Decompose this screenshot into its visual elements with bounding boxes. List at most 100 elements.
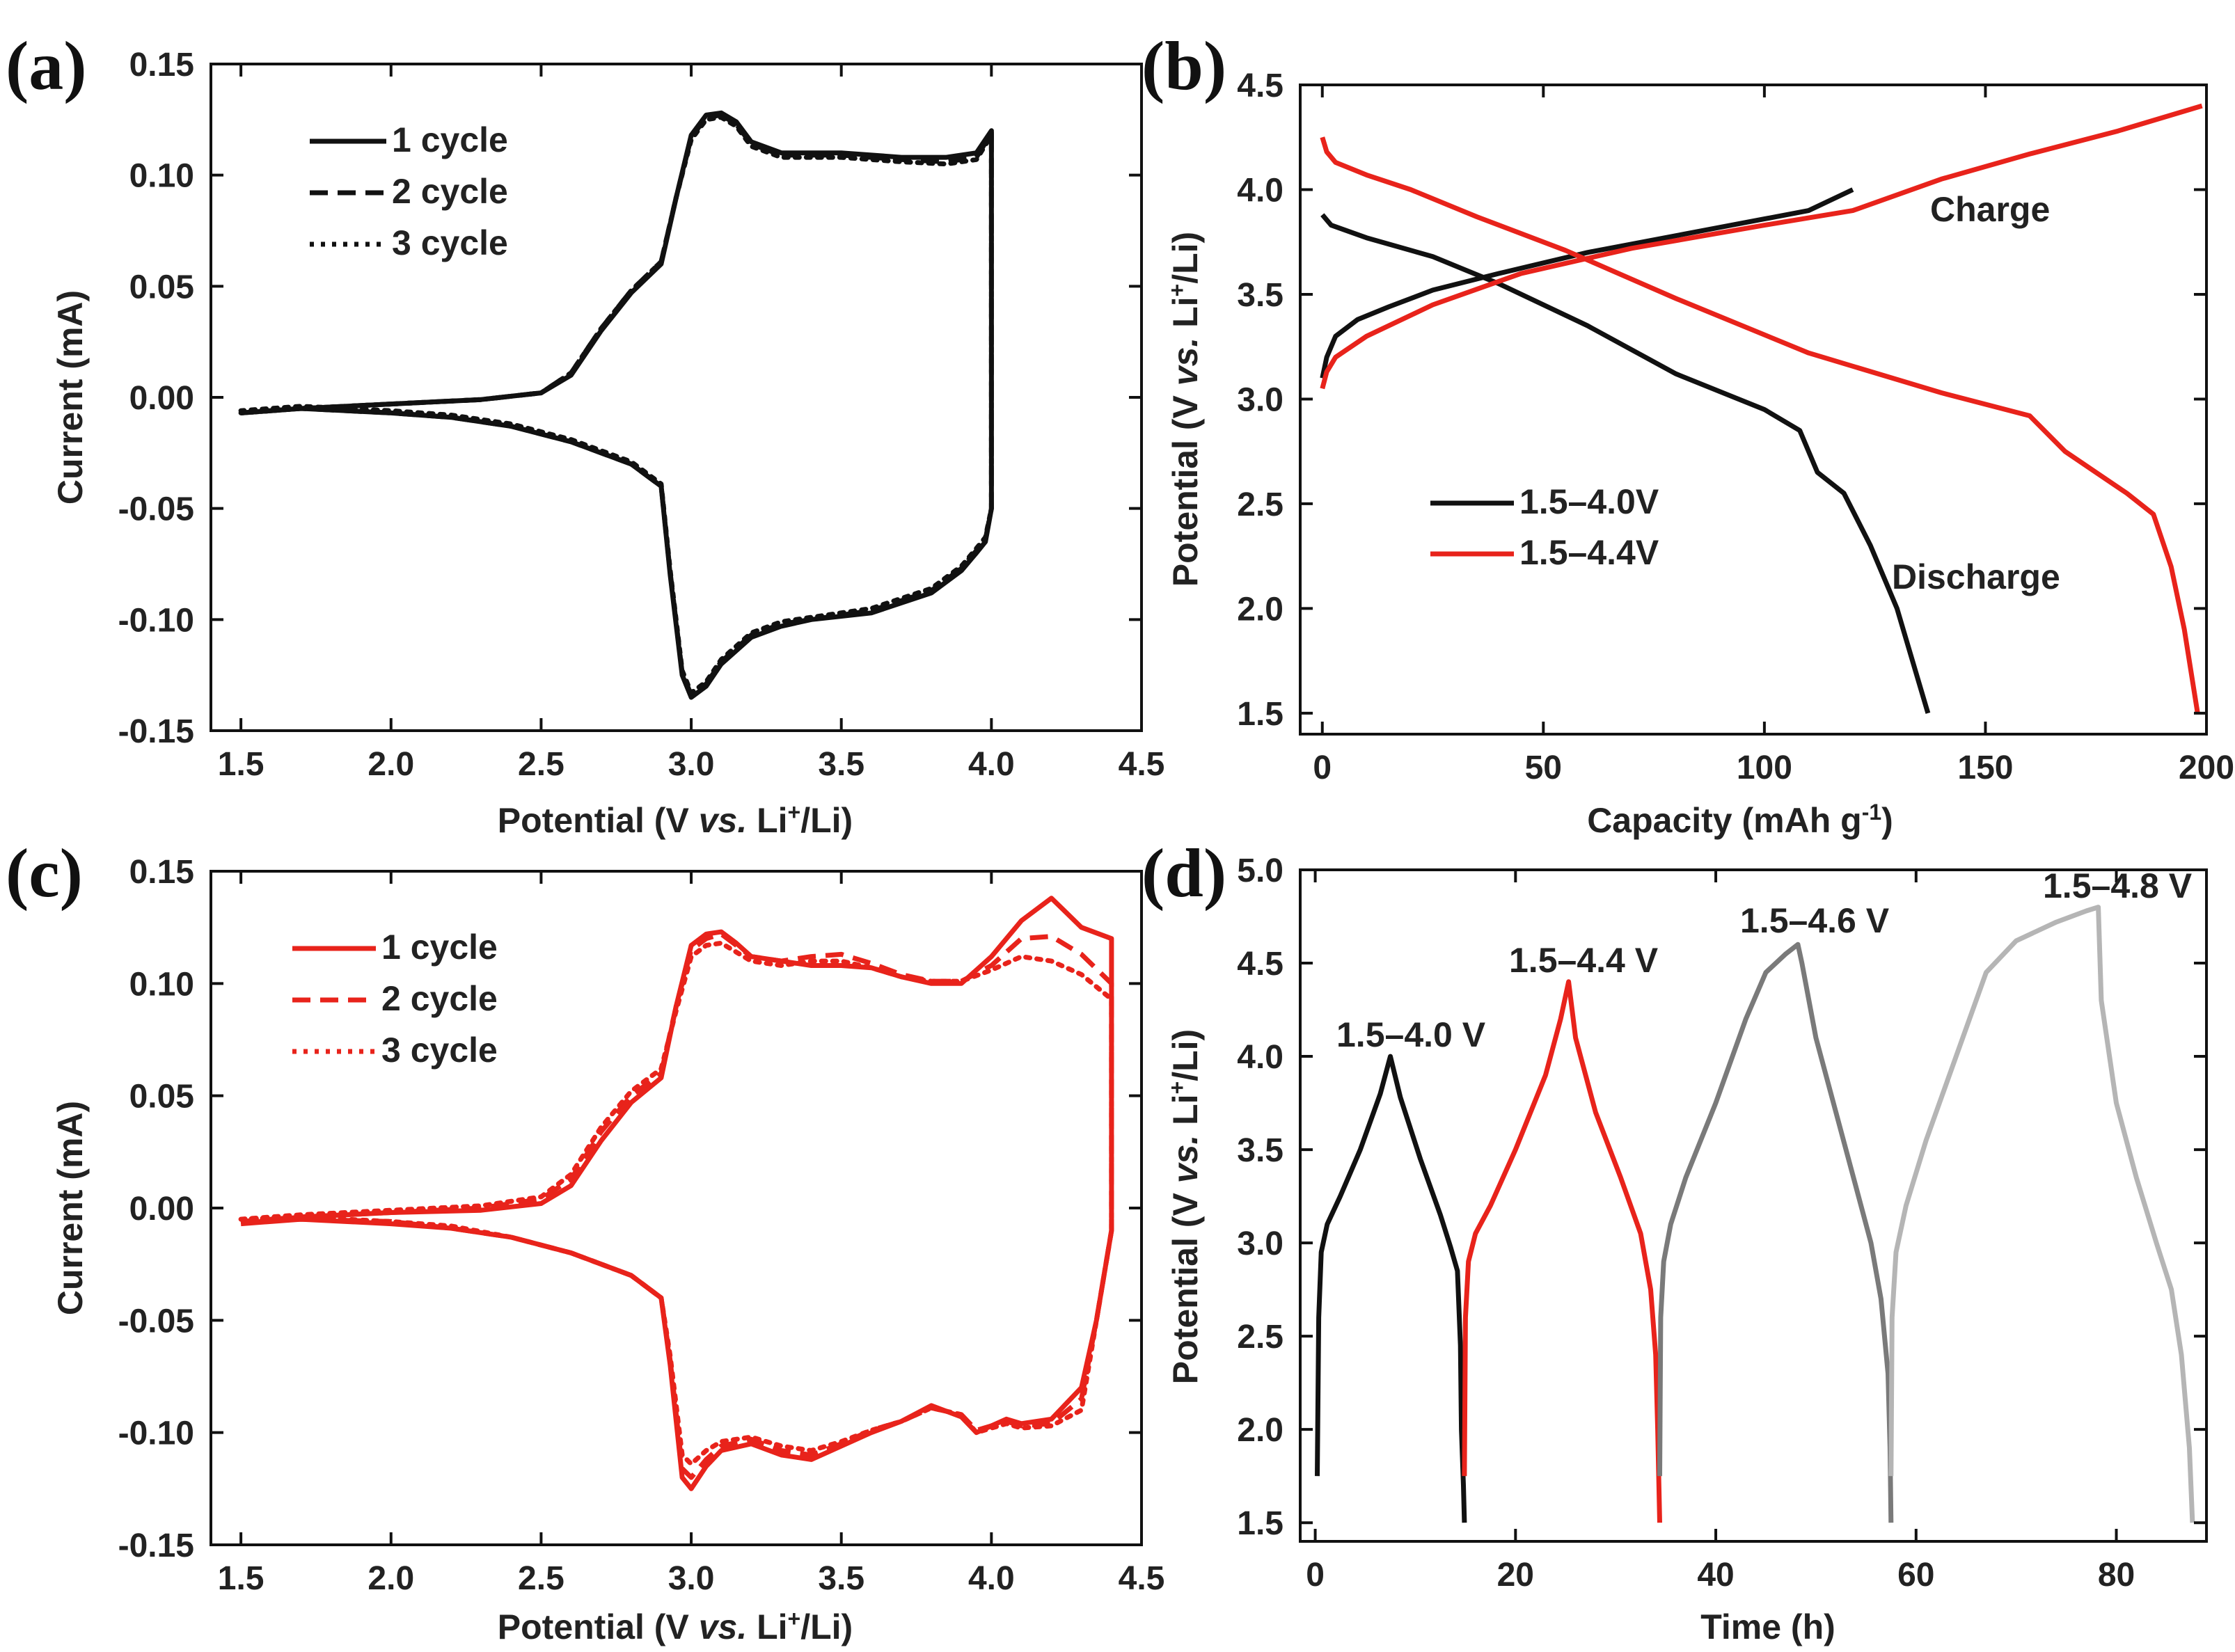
y-tick-label: 3.5 bbox=[1237, 1132, 1284, 1169]
x-tick-label: 60 bbox=[1897, 1557, 1934, 1594]
panel-a: (a) 1.5 2.0 2.5 3.0 3.5 4.0 4.5 -0.15 -0.10 -0.05 0… bbox=[6, 27, 1164, 840]
x-tick-label: 4.5 bbox=[1119, 746, 1165, 783]
y-axis-title: Current (mA) bbox=[51, 1101, 90, 1315]
annotation: 1.5–4.4 V bbox=[1509, 941, 1659, 980]
annotation: Discharge bbox=[1892, 557, 2060, 596]
y-tick-label: 3.0 bbox=[1237, 381, 1284, 418]
y-axis-title: Potential (V vs. Li+/Li) bbox=[1164, 1029, 1205, 1384]
panel-label: (a) bbox=[6, 27, 87, 104]
y-tick-label: 2.0 bbox=[1237, 1412, 1284, 1449]
series-line-3-cycle bbox=[238, 115, 994, 696]
panel-label: (c) bbox=[6, 834, 83, 912]
series-group bbox=[1320, 103, 2203, 714]
legend-label: 2 cycle bbox=[392, 172, 508, 211]
x-tick-label: 2.5 bbox=[518, 1560, 564, 1597]
y-tick-label: 3.5 bbox=[1237, 277, 1284, 314]
series-line-1.5-4.4-v bbox=[1462, 979, 1662, 1523]
x-tick-label: 1.5 bbox=[218, 1560, 264, 1597]
y-tick-label: 0.15 bbox=[129, 47, 194, 84]
x-tick-label: 0 bbox=[1313, 749, 1332, 786]
y-tick-label: 0.05 bbox=[129, 1079, 194, 1115]
y-tick-label: -0.15 bbox=[118, 1527, 194, 1564]
annotation: Charge bbox=[1930, 190, 2050, 229]
legend-label: 1.5–4.0V bbox=[1519, 482, 1659, 521]
x-axis-title: Time (h) bbox=[1700, 1607, 1835, 1646]
panel-d: (d) 0 20 40 60 80 1.5 2.0 2.5 3.0 3.5 4.0 4.5 5.0 Time… bbox=[1142, 834, 2208, 1646]
y-tick-label: 2.0 bbox=[1237, 591, 1284, 628]
annotation: 1.5–4.6 V bbox=[1740, 901, 1890, 940]
y-tick-label: 0.15 bbox=[129, 854, 194, 891]
legend-label: 3 cycle bbox=[392, 223, 508, 262]
series-group bbox=[1315, 905, 2195, 1523]
x-tick-label: 150 bbox=[1957, 749, 2013, 786]
legend-label: 1 cycle bbox=[381, 928, 498, 967]
series-group bbox=[238, 896, 1114, 1491]
y-tick-label: -0.10 bbox=[118, 602, 194, 639]
y-tick-label: 0.00 bbox=[129, 380, 194, 417]
y-tick-label: 4.5 bbox=[1237, 67, 1284, 104]
legend-label: 2 cycle bbox=[381, 979, 498, 1018]
y-tick-label: 1.5 bbox=[1237, 696, 1284, 733]
x-tick-label: 2.0 bbox=[368, 1560, 414, 1597]
y-axis-title: Potential (V vs. Li+/Li) bbox=[1164, 232, 1205, 587]
x-tick-label: 2.0 bbox=[368, 746, 414, 783]
legend-label: 1 cycle bbox=[392, 120, 508, 159]
panel-label: (d) bbox=[1142, 834, 1226, 912]
x-tick-label: 40 bbox=[1697, 1557, 1734, 1594]
y-tick-label: 2.5 bbox=[1237, 486, 1284, 523]
x-axis-title: Potential (V vs. Li+/Li) bbox=[498, 1606, 853, 1646]
x-tick-label: 80 bbox=[2098, 1557, 2135, 1594]
y-axis-title: Current (mA) bbox=[51, 290, 90, 505]
y-tick-label: 3.0 bbox=[1237, 1225, 1284, 1262]
x-tick-label: 1.5 bbox=[218, 746, 264, 783]
series-group bbox=[238, 110, 994, 700]
panel-b: (b) 0 50 100 150 200 1.5 2.0 2.5 3.0 3.5 4.0 4.5 Capa… bbox=[1142, 27, 2234, 840]
y-tick-label: 0.10 bbox=[129, 966, 194, 1003]
y-tick-label: -0.10 bbox=[118, 1415, 194, 1452]
series-line-1.5-4.0-v bbox=[1315, 1054, 1467, 1523]
x-tick-label: 4.0 bbox=[968, 1560, 1015, 1597]
x-tick-label: 0 bbox=[1306, 1557, 1325, 1594]
x-tick-label: 50 bbox=[1525, 749, 1562, 786]
annotation: 1.5–4.0 V bbox=[1336, 1015, 1486, 1054]
x-tick-label: 4.5 bbox=[1119, 1560, 1165, 1597]
panel-c: (c) 1.5 2.0 2.5 3.0 3.5 4.0 4.5 -0.15 -0.10 -0.05 0… bbox=[6, 834, 1164, 1646]
y-tick-label: 2.5 bbox=[1237, 1319, 1284, 1356]
series-line-1.5-4.4v bbox=[1320, 103, 2203, 390]
x-tick-label: 2.5 bbox=[518, 746, 564, 783]
annotation: 1.5–4.8 V bbox=[2043, 866, 2193, 905]
legend-label: 3 cycle bbox=[381, 1031, 498, 1070]
y-tick-label: 0.10 bbox=[129, 158, 194, 195]
x-axis-title: Potential (V vs. Li+/Li) bbox=[498, 800, 853, 840]
plot-frame bbox=[1299, 868, 2208, 1543]
series-line-1.5-4.0v-discharge bbox=[1320, 213, 1931, 714]
x-tick-label: 4.0 bbox=[968, 746, 1015, 783]
y-tick-label: 0.00 bbox=[129, 1191, 194, 1228]
y-tick-label: 4.0 bbox=[1237, 1039, 1284, 1076]
series-line-1.5-4.6-v bbox=[1657, 942, 1894, 1523]
x-tick-label: 3.0 bbox=[668, 1560, 715, 1597]
plot-frame bbox=[1299, 84, 2208, 736]
x-tick-label: 3.0 bbox=[668, 746, 715, 783]
series-line-3-cycle bbox=[238, 940, 1114, 1467]
x-tick-label: 3.5 bbox=[818, 1560, 864, 1597]
y-tick-label: 4.5 bbox=[1237, 946, 1284, 983]
series-line-1.5-4.0v bbox=[1320, 187, 1854, 379]
y-tick-label: -0.05 bbox=[118, 491, 194, 528]
x-tick-label: 20 bbox=[1497, 1557, 1534, 1594]
y-tick-label: 5.0 bbox=[1237, 852, 1284, 889]
x-tick-label: 200 bbox=[2179, 749, 2234, 786]
legend-label: 1.5–4.4V bbox=[1519, 533, 1659, 572]
series-line-1.5-4.4v-discharge bbox=[1320, 136, 2200, 714]
panel-label: (b) bbox=[1142, 27, 1226, 104]
y-tick-label: -0.15 bbox=[118, 713, 194, 750]
y-tick-label: 1.5 bbox=[1237, 1505, 1284, 1542]
y-tick-label: 4.0 bbox=[1237, 172, 1284, 209]
x-tick-label: 100 bbox=[1737, 749, 1792, 786]
x-axis-title: Capacity (mAh g-1) bbox=[1587, 800, 1893, 840]
series-line-1.5-4.8-v bbox=[1888, 905, 2195, 1523]
y-tick-label: 0.05 bbox=[129, 269, 194, 305]
y-tick-label: -0.05 bbox=[118, 1303, 194, 1340]
x-tick-label: 3.5 bbox=[818, 746, 864, 783]
